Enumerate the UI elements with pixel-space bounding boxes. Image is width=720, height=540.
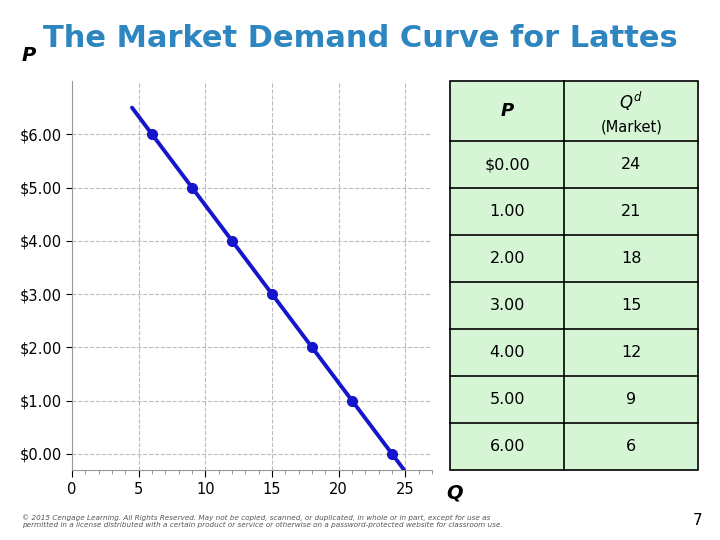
Text: The Market Demand Curve for Lattes: The Market Demand Curve for Lattes [42,24,678,53]
Text: 15: 15 [621,298,642,313]
Text: 7: 7 [693,513,702,528]
Text: 2.00: 2.00 [490,251,525,266]
Text: © 2015 Cengage Learning. All Rights Reserved. May not be copied, scanned, or dup: © 2015 Cengage Learning. All Rights Rese… [22,514,503,528]
Text: Q: Q [446,484,463,503]
Text: 24: 24 [621,157,642,172]
Text: 9: 9 [626,392,636,407]
Text: $0.00: $0.00 [485,157,530,172]
Text: $\mathit{Q}^d$: $\mathit{Q}^d$ [619,90,643,113]
Text: 6: 6 [626,439,636,454]
Text: 3.00: 3.00 [490,298,525,313]
Text: 21: 21 [621,204,642,219]
Text: 18: 18 [621,251,642,266]
Text: (Market): (Market) [600,119,662,134]
Text: P: P [500,102,514,120]
Text: 4.00: 4.00 [490,345,525,360]
Text: 1.00: 1.00 [490,204,525,219]
Text: 5.00: 5.00 [490,392,525,407]
Text: 12: 12 [621,345,642,360]
Text: P: P [22,46,36,65]
Text: 6.00: 6.00 [490,439,525,454]
